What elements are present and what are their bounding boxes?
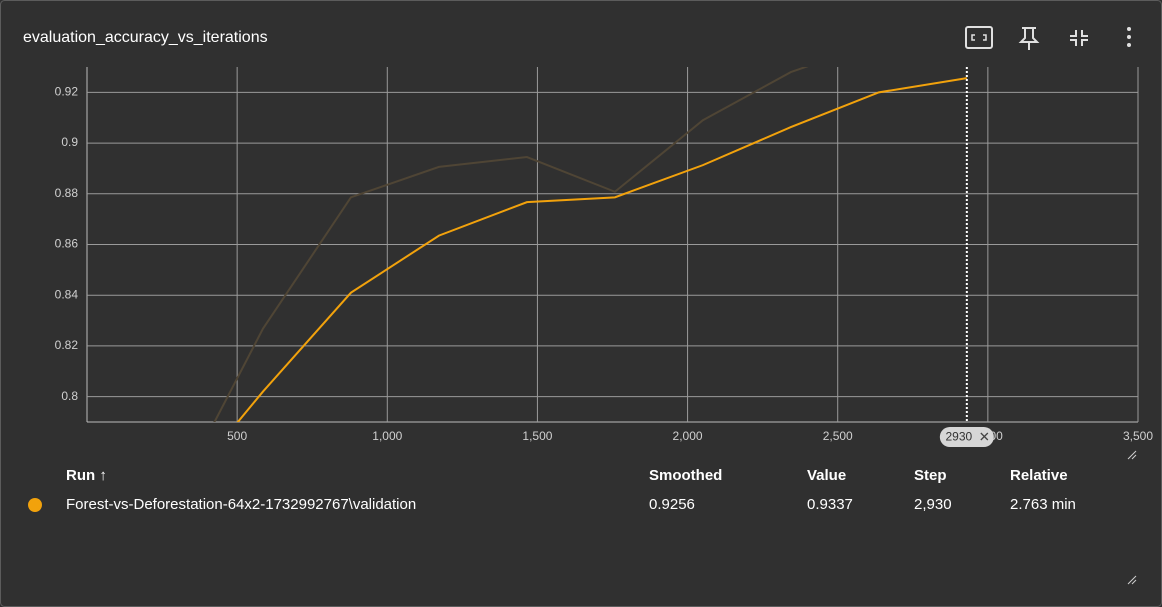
table-header: Step — [914, 467, 947, 484]
more-button[interactable] — [1127, 27, 1131, 47]
table-cell: 0.9256 — [649, 496, 695, 513]
table-header: Smoothed — [649, 467, 722, 484]
y-tick-label: 0.9 — [61, 135, 78, 149]
y-tick-label: 0.82 — [55, 338, 79, 352]
y-tick-label: 0.8 — [61, 389, 78, 403]
table-header[interactable]: Run ↑ — [66, 467, 107, 484]
table-cell: Forest-vs-Deforestation-64x2-1732992767\… — [66, 496, 416, 513]
series-line — [213, 67, 809, 422]
x-tick-label: 1,000 — [372, 429, 402, 443]
table-header: Value — [807, 467, 846, 484]
hover-step-label: 2930 — [945, 430, 972, 444]
y-tick-label: 0.88 — [55, 186, 79, 200]
pin-button[interactable] — [1018, 27, 1040, 50]
x-tick-label: 500 — [227, 429, 247, 443]
table-header: Relative — [1010, 467, 1068, 484]
resize-handle[interactable] — [1127, 450, 1137, 460]
table-cell: 0.9337 — [807, 496, 853, 513]
chart-title: evaluation_accuracy_vs_iterations — [23, 29, 268, 46]
fit-domain-button[interactable] — [965, 26, 993, 49]
x-tick-label: 2,500 — [823, 429, 853, 443]
y-tick-label: 0.84 — [55, 287, 79, 301]
series-line — [236, 77, 967, 422]
y-tick-label: 0.86 — [55, 237, 79, 251]
x-tick-label: 2,000 — [673, 429, 703, 443]
y-tick-label: 0.92 — [55, 85, 79, 99]
run-color[interactable] — [28, 498, 42, 512]
table-cell: 2.763 min — [1010, 496, 1076, 513]
toolbar — [965, 26, 1131, 50]
x-tick-label: 1,500 — [522, 429, 552, 443]
table-cell: 2,930 — [914, 496, 952, 513]
collapse-button[interactable] — [1070, 30, 1088, 46]
hover-close[interactable] — [980, 432, 989, 441]
hover-badge — [939, 427, 994, 447]
x-tick-label: 3,500 — [1123, 429, 1153, 443]
resize-handle[interactable] — [1127, 575, 1137, 585]
